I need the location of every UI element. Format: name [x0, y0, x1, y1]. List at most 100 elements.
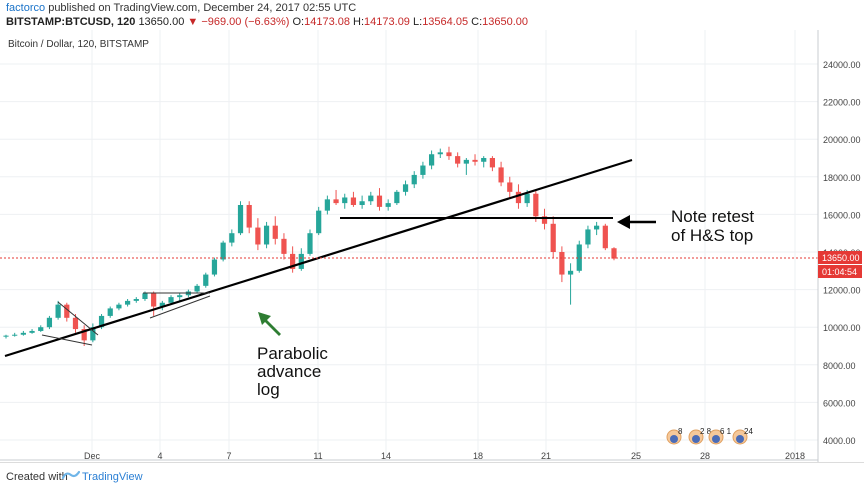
- event-badge-label: 24: [744, 427, 753, 436]
- candle-body: [159, 302, 165, 307]
- chart-title: Bitcoin / Dollar, 120, BITSTAMP: [8, 39, 149, 50]
- candle-body: [72, 317, 79, 330]
- candle-body: [324, 199, 330, 211]
- triangle-line[interactable]: [149, 295, 211, 319]
- candle-body: [316, 210, 322, 234]
- candle-body: [133, 299, 139, 301]
- low-value: 13564.05: [422, 16, 469, 28]
- time-axis[interactable]: Dec 4 7 11 14 18 21 25 28 2018: [84, 451, 805, 461]
- symbol-label: BITSTAMP:BTCUSD, 120: [6, 16, 136, 28]
- y-tick-label: 10000.00: [823, 323, 861, 333]
- candle-body: [550, 223, 556, 252]
- x-tick-label: 28: [700, 451, 710, 461]
- candle-body: [402, 184, 409, 192]
- event-badge-label: 6 1: [720, 427, 732, 436]
- candle-body: [533, 193, 539, 217]
- annotation-text: Parabolic: [257, 344, 328, 363]
- candles: [3, 146, 617, 346]
- candle-body: [237, 205, 244, 234]
- candle-body: [472, 159, 478, 162]
- log-trendline[interactable]: [4, 158, 633, 358]
- candle-body: [446, 152, 452, 157]
- candle-body: [515, 191, 522, 204]
- plot-area[interactable]: [0, 30, 818, 462]
- candle-body: [481, 158, 487, 162]
- ohlc-info: BITSTAMP:BTCUSD, 120 13650.00 ▼ −969.00 …: [6, 16, 528, 28]
- event-flag-icon: [736, 435, 744, 443]
- green-arrow-shaft: [263, 318, 281, 336]
- triangle-line[interactable]: [41, 334, 93, 346]
- candle-body: [38, 327, 44, 331]
- y-tick-label: 16000.00: [823, 210, 861, 220]
- candle-body: [411, 174, 417, 185]
- y-tick-label: 4000.00: [823, 436, 856, 446]
- candle-body: [350, 197, 357, 205]
- last-price: 13650.00: [138, 16, 185, 28]
- candle-body: [246, 205, 252, 228]
- candle-body: [124, 300, 131, 305]
- x-tick-label: 11: [313, 451, 322, 461]
- candle-body: [385, 203, 391, 207]
- candle-body: [263, 225, 270, 245]
- candle-body: [489, 158, 496, 168]
- price-change: ▼ −969.00 (−6.63%): [187, 16, 290, 28]
- countdown-tag-label: 01:04:54: [822, 267, 857, 277]
- candle-body: [576, 244, 582, 271]
- candle-body: [55, 304, 61, 318]
- annotation-text: advance: [257, 362, 321, 381]
- candle-body: [307, 233, 313, 254]
- candle-body: [602, 225, 608, 249]
- candle-body: [116, 304, 122, 309]
- candle-body: [194, 285, 200, 292]
- x-tick-label: 14: [381, 451, 391, 461]
- candle-body: [229, 233, 235, 243]
- candle-body: [524, 193, 530, 204]
- symbol-badges[interactable]: 8 2 8 6 1 24: [666, 427, 753, 445]
- tradingview-brand[interactable]: TradingView: [82, 471, 143, 483]
- created-with-label: Created with: [6, 471, 68, 483]
- candle-body: [81, 329, 87, 341]
- candle-body: [203, 274, 209, 286]
- y-tick-label: 24000.00: [823, 60, 861, 70]
- candle-body: [177, 295, 183, 298]
- close-value: 13650.00: [482, 16, 529, 28]
- candle-body: [455, 156, 461, 164]
- event-badge-label: 2 8: [700, 427, 712, 436]
- x-tick-label: 4: [157, 451, 162, 461]
- candle-body: [98, 315, 105, 328]
- annotation-text: of H&S top: [671, 226, 753, 245]
- candle-body: [342, 197, 348, 204]
- candle-body: [107, 308, 113, 316]
- candle-body: [559, 252, 565, 275]
- green-arrow-icon: [258, 312, 271, 325]
- publish-info: factorco published on TradingView.com, D…: [6, 2, 356, 14]
- event-badge-label: 8: [678, 427, 683, 436]
- triangle-line[interactable]: [57, 301, 99, 336]
- candle-body: [463, 159, 469, 164]
- candle-body: [151, 293, 157, 307]
- footer: Created with TradingView: [0, 462, 864, 489]
- annotation-text: log: [257, 380, 280, 399]
- tradingview-logo-icon[interactable]: [62, 469, 80, 481]
- x-tick-label: 21: [541, 451, 551, 461]
- candle-body: [90, 327, 96, 341]
- y-tick-label: 20000.00: [823, 135, 861, 145]
- candle-body: [333, 199, 339, 204]
- y-tick-label: 6000.00: [823, 398, 856, 408]
- candle-body: [255, 227, 261, 245]
- event-flag-icon: [712, 435, 720, 443]
- price-axis[interactable]: 24000.00 22000.00 20000.00 18000.00 16000.00…: [818, 60, 862, 446]
- x-tick-label: Dec: [84, 451, 101, 461]
- close-label: C:: [471, 16, 483, 28]
- candle-body: [368, 195, 374, 202]
- candle-body: [376, 195, 383, 207]
- candle-body: [29, 330, 35, 333]
- candle-body: [394, 191, 400, 204]
- candle-body: [168, 297, 174, 303]
- candle-body: [428, 154, 435, 166]
- annotation-text: Note retest: [671, 207, 754, 226]
- candle-body: [46, 317, 53, 328]
- author-name[interactable]: factorco: [6, 2, 46, 14]
